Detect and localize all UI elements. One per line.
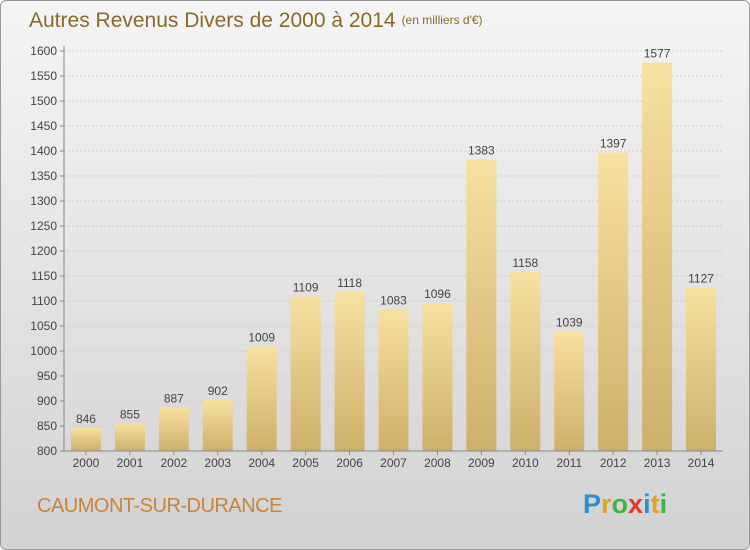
data-label: 1397 [600,137,627,151]
data-label: 1009 [248,331,275,345]
data-label: 887 [164,392,184,406]
x-axis-ticks: 2000 2001 2002 2003 2004 2005 2006 2007 2008 2009… [73,451,715,470]
data-labels: 846 855 887 902 1009 1109 1118 1083 1096 1383 1158… [76,47,714,427]
y-tick-label: 950 [37,369,57,383]
bar-2001 [114,423,145,451]
bar-2007 [378,309,409,451]
y-tick-label: 1050 [30,319,57,333]
y-tick-label: 900 [37,394,57,408]
bar-2010 [510,272,541,451]
logo-letter: P [583,489,602,519]
x-tick-label: 2002 [160,456,187,470]
bar-2004 [246,346,277,451]
logo-letter: i [659,489,668,519]
commune-name: CAUMONT-SUR-DURANCE [37,495,282,517]
y-tick-label: 1400 [30,144,57,158]
y-tick-label: 850 [37,419,57,433]
data-label: 1158 [512,256,538,270]
logo-letter: o [611,489,629,519]
chart-subtitle: (en milliers d'€) [401,13,483,27]
data-label: 1383 [468,144,495,158]
bar-2009 [466,159,497,451]
bars [70,62,717,451]
bar-2003 [202,400,233,451]
data-label: 1083 [380,294,407,308]
bar-2012 [598,152,629,451]
x-tick-label: 2000 [73,456,100,470]
bar-2013 [642,62,673,451]
chart-title-text: Autres Revenus Divers de 2000 à 2014 [29,9,396,32]
logo-letter: t [650,489,660,519]
y-tick-label: 1350 [30,169,57,183]
y-tick-label: 800 [37,444,57,458]
x-tick-label: 2001 [117,456,144,470]
bar-2006 [334,292,365,451]
logo-letter: i [643,489,651,519]
bar-2014 [686,287,717,451]
y-axis-ticks: 800 850 900 950 1000 1050 1100 1150 1200 1250 1300… [30,44,64,458]
x-tick-label: 2006 [336,456,363,470]
data-label: 1096 [424,287,451,301]
x-tick-label: 2003 [204,456,231,470]
y-tick-label: 1300 [30,194,57,208]
bar-2005 [290,296,321,451]
x-tick-label: 2007 [380,456,407,470]
x-tick-label: 2014 [688,456,715,470]
y-tick-label: 1600 [30,44,57,58]
x-tick-label: 2010 [512,456,539,470]
proxiti-logo: Proxiti [583,489,667,520]
x-tick-label: 2012 [600,456,627,470]
x-tick-label: 2008 [424,456,451,470]
chart-title: Autres Revenus Divers de 2000 à 2014 (en … [29,9,483,33]
y-tick-label: 1450 [30,119,57,133]
data-label: 855 [120,408,140,422]
bar-2011 [554,331,585,451]
y-tick-label: 1500 [30,94,57,108]
y-tick-label: 1250 [30,219,57,233]
logo-letter: r [601,489,612,519]
x-tick-label: 2005 [292,456,319,470]
y-tick-label: 1100 [31,294,57,308]
y-tick-label: 1150 [31,269,57,283]
logo-letter: x [628,489,644,519]
data-label: 902 [208,384,228,398]
data-label: 1109 [293,281,319,295]
bar-2000 [70,428,101,451]
data-label: 1127 [688,272,714,286]
y-tick-label: 1550 [30,69,57,83]
x-tick-label: 2011 [556,456,582,470]
data-label: 846 [76,412,96,426]
x-tick-label: 2013 [644,456,671,470]
y-tick-label: 1000 [30,344,57,358]
bar-2002 [158,407,189,451]
x-tick-label: 2009 [468,456,495,470]
data-label: 1039 [556,316,583,330]
bar-2008 [422,303,453,451]
x-tick-label: 2004 [248,456,275,470]
y-tick-label: 1200 [30,244,57,258]
data-label: 1118 [337,276,362,290]
data-label: 1577 [644,47,671,61]
